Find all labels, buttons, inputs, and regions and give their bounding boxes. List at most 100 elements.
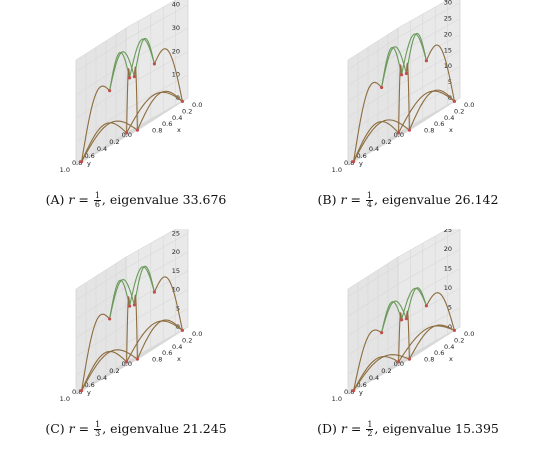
graph-edge-rise [153, 48, 183, 102]
subfigure-a: 0 10 20 30 40 0.0 0.2 0.4 0.6 0.8 x 0.0 0.2 0.4 0.6 0.8… [0, 0, 272, 229]
caption-eigenvalue: , eigenvalue 26.142 [374, 192, 499, 207]
graph-edge-top [405, 32, 427, 74]
grid-line-floor-y [360, 125, 411, 159]
graph-node [424, 304, 428, 308]
x-tick-label: 0.6 [434, 349, 444, 357]
caption-eigenvalue: , eigenvalue 33.676 [101, 192, 227, 207]
z-tick-label: 15 [444, 265, 452, 273]
fraction-numerator: 1 [365, 191, 373, 201]
x-axis-label: x [449, 355, 453, 363]
grid-line-floor-x [347, 129, 411, 166]
graph-edge-rise [425, 44, 455, 102]
y-tick-label: 0.0 [122, 360, 132, 368]
graph-edge-side [353, 121, 399, 162]
graph-node [407, 357, 411, 361]
z-tick-label: 25 [444, 229, 452, 234]
y-tick-label: 0.4 [369, 374, 379, 382]
y-tick-label: 0.2 [381, 367, 391, 375]
y-tick-label: 0.4 [369, 145, 379, 153]
x-tick-label: 0.8 [424, 127, 434, 135]
x-tick-label: 0.4 [172, 114, 182, 122]
graph-node [180, 99, 184, 103]
y-tick-label: 1.0 [332, 395, 342, 403]
graph-edge-rise [153, 276, 183, 331]
y-tick-label: 0.2 [381, 138, 391, 146]
graph-edge-top [381, 46, 403, 88]
graph-edge-rise [405, 62, 410, 131]
z-tick-label: 10 [444, 62, 452, 70]
z-tick-label: 30 [172, 24, 180, 32]
y-tick-label: 0.4 [97, 374, 107, 382]
x-tick-label: 0.4 [172, 343, 182, 351]
caption-variable: r [68, 421, 75, 436]
z-tick-label: 15 [444, 46, 452, 54]
x-axis-label: x [177, 355, 181, 363]
y-tick-label: 0.0 [394, 360, 404, 368]
z-tick-label: 30 [444, 0, 452, 7]
graph-edge-side [136, 319, 183, 360]
y-tick-label: 0.4 [97, 145, 107, 153]
graph-edge-side [353, 356, 399, 391]
y-tick-label: 0.0 [394, 131, 404, 139]
x-tick-label: 0.2 [454, 107, 464, 115]
caption-variable: r [68, 192, 75, 207]
graph-node [108, 317, 112, 321]
graph-node [125, 360, 129, 364]
graph-edge-top [133, 265, 155, 306]
subfigure-d: 0 5 10 15 20 25 0.0 0.2 0.4 0.6 0.8 x 0.0 0.2 0.4 0.6 0.… [272, 229, 543, 458]
x-tick-label: 0.2 [182, 107, 192, 115]
x-tick-label: 0.4 [444, 114, 454, 122]
graph-edge-top [381, 301, 403, 333]
x-tick-label: 0.0 [192, 330, 202, 338]
graph-node [452, 99, 456, 103]
graph-edge-top [109, 279, 131, 320]
x-tick-label: 0.0 [192, 101, 202, 109]
grid-line-floor-y [75, 361, 127, 395]
graph-edge-top [109, 51, 131, 91]
x-tick-label: 0.8 [152, 127, 162, 135]
y-tick-label: 0.8 [344, 159, 354, 167]
graph-edge-rise [398, 63, 403, 133]
graph-node [380, 85, 384, 90]
caption-variable: r [340, 421, 347, 436]
graph-node [135, 357, 139, 361]
graph-edge-rise [126, 295, 131, 362]
graph-node [152, 290, 156, 294]
y-tick-label: 0.6 [84, 152, 94, 160]
grid-line-floor-x [75, 129, 139, 166]
x-tick-label: 0.8 [152, 356, 162, 364]
z-tick-label: 5 [448, 78, 452, 86]
graph-node [132, 303, 136, 307]
x-tick-label: 0.2 [454, 336, 464, 344]
graph-edge-top [129, 38, 155, 78]
graph-edge-top [133, 37, 155, 77]
grid-line-floor-y [360, 354, 411, 388]
fraction-denominator: 4 [366, 200, 372, 209]
caption-equals: = [78, 192, 89, 207]
grid-line-floor-y [88, 354, 139, 388]
y-tick-label: 0.6 [84, 381, 94, 389]
fraction-denominator: 6 [94, 200, 100, 209]
y-tick-label: 0.8 [72, 159, 82, 167]
subfigure-b: 0 5 10 15 20 25 30 0.0 0.2 0.4 0.6 0.8 x 0.0 0.2 0.4 0.6… [272, 0, 543, 229]
graph-edge-side [398, 90, 455, 134]
z-tick-label: 10 [172, 286, 180, 294]
graph-node [352, 160, 356, 164]
y-tick-label: 1.0 [60, 395, 70, 403]
subfigure-c: 0 5 10 15 20 25 0.0 0.2 0.4 0.6 0.8 x 0.0 0.2 0.4 0.6 0.… [0, 229, 272, 458]
graph-node [80, 389, 84, 393]
x-tick-label: 0.8 [424, 356, 434, 364]
graph-edge-rise [405, 310, 410, 360]
caption-label: (B) [317, 192, 337, 207]
caption-equals: = [350, 192, 361, 207]
x-tick-label: 0.6 [162, 120, 172, 128]
fraction-numerator: 1 [94, 420, 102, 430]
